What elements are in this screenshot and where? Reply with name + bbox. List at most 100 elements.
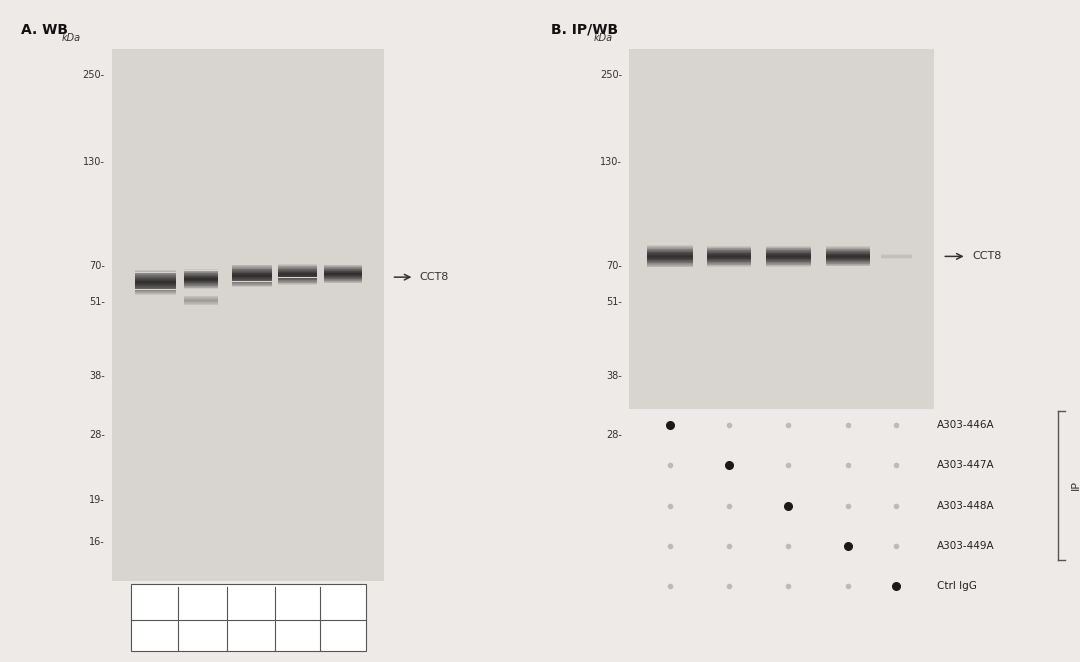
Bar bbox=[232, 275, 272, 276]
Text: 38-: 38- bbox=[89, 371, 105, 381]
Bar bbox=[184, 271, 218, 272]
Bar bbox=[278, 265, 318, 266]
Bar bbox=[647, 252, 692, 254]
Bar bbox=[232, 281, 272, 282]
Bar bbox=[825, 256, 870, 257]
Bar bbox=[184, 272, 218, 273]
Text: Ctrl IgG: Ctrl IgG bbox=[937, 581, 976, 591]
Bar bbox=[647, 255, 692, 256]
Bar bbox=[707, 252, 752, 253]
Bar bbox=[767, 257, 810, 258]
Bar bbox=[184, 274, 218, 275]
Bar bbox=[184, 302, 218, 303]
Bar bbox=[135, 281, 176, 282]
Bar bbox=[135, 289, 176, 291]
Bar bbox=[825, 253, 870, 254]
Bar bbox=[135, 270, 176, 271]
Bar bbox=[135, 287, 176, 288]
Text: A303-448A: A303-448A bbox=[937, 500, 995, 510]
Bar bbox=[135, 286, 176, 287]
Bar bbox=[767, 246, 810, 247]
Bar bbox=[232, 276, 272, 277]
Bar bbox=[278, 266, 318, 267]
Bar bbox=[184, 283, 218, 284]
Bar bbox=[767, 265, 810, 266]
Bar bbox=[278, 276, 318, 277]
Bar bbox=[278, 273, 318, 274]
Bar bbox=[232, 265, 272, 266]
Bar bbox=[232, 278, 272, 279]
Bar bbox=[707, 250, 752, 251]
Bar bbox=[767, 256, 810, 257]
Text: 50: 50 bbox=[291, 597, 305, 607]
Bar bbox=[767, 248, 810, 249]
Text: M: M bbox=[339, 630, 348, 640]
Bar bbox=[767, 259, 810, 260]
Bar bbox=[184, 275, 218, 276]
Bar bbox=[825, 255, 870, 256]
Bar bbox=[184, 298, 218, 299]
Bar bbox=[184, 289, 218, 290]
Bar bbox=[232, 269, 272, 270]
Bar bbox=[825, 261, 870, 262]
Bar bbox=[278, 269, 318, 270]
Bar bbox=[135, 284, 176, 285]
Bar bbox=[232, 266, 272, 267]
Bar bbox=[232, 270, 272, 271]
Bar bbox=[232, 268, 272, 269]
Bar bbox=[647, 254, 692, 255]
Text: 15: 15 bbox=[194, 597, 207, 607]
Bar bbox=[647, 258, 692, 259]
Bar bbox=[184, 287, 218, 288]
Bar bbox=[767, 262, 810, 263]
Bar bbox=[184, 273, 218, 274]
Bar bbox=[825, 257, 870, 258]
Bar bbox=[707, 257, 752, 258]
Bar bbox=[707, 263, 752, 265]
Bar bbox=[112, 49, 383, 581]
Bar bbox=[278, 267, 318, 268]
Bar bbox=[825, 246, 870, 247]
Bar bbox=[278, 274, 318, 275]
Bar bbox=[135, 285, 176, 286]
Text: kDa: kDa bbox=[594, 32, 613, 42]
Bar bbox=[232, 271, 272, 272]
Bar bbox=[707, 266, 752, 267]
Bar bbox=[767, 258, 810, 259]
Bar bbox=[707, 265, 752, 266]
Bar bbox=[184, 288, 218, 289]
Bar bbox=[232, 285, 272, 286]
Bar bbox=[707, 253, 752, 254]
Text: 50: 50 bbox=[337, 597, 350, 607]
Bar bbox=[184, 304, 218, 305]
Bar bbox=[825, 260, 870, 261]
Bar bbox=[184, 277, 218, 279]
Bar bbox=[135, 294, 176, 295]
Bar bbox=[825, 262, 870, 263]
Bar bbox=[767, 249, 810, 250]
Bar bbox=[278, 284, 318, 285]
Bar bbox=[184, 305, 218, 306]
Bar bbox=[825, 265, 870, 266]
Bar bbox=[135, 273, 176, 274]
Bar bbox=[131, 584, 366, 651]
Bar bbox=[184, 285, 218, 286]
Bar bbox=[232, 267, 272, 268]
Bar bbox=[135, 276, 176, 277]
Bar bbox=[135, 269, 176, 270]
Bar bbox=[647, 260, 692, 261]
Bar bbox=[647, 259, 692, 260]
Bar bbox=[135, 288, 176, 289]
Bar bbox=[184, 279, 218, 280]
Bar bbox=[825, 252, 870, 253]
Bar bbox=[278, 271, 318, 272]
Bar bbox=[707, 256, 752, 257]
Text: CCT8: CCT8 bbox=[419, 272, 449, 282]
Bar bbox=[647, 246, 692, 247]
Bar bbox=[278, 283, 318, 284]
Text: kDa: kDa bbox=[62, 32, 81, 42]
Bar bbox=[707, 248, 752, 249]
Text: 16-: 16- bbox=[89, 537, 105, 547]
Bar bbox=[184, 296, 218, 297]
Bar bbox=[825, 264, 870, 265]
